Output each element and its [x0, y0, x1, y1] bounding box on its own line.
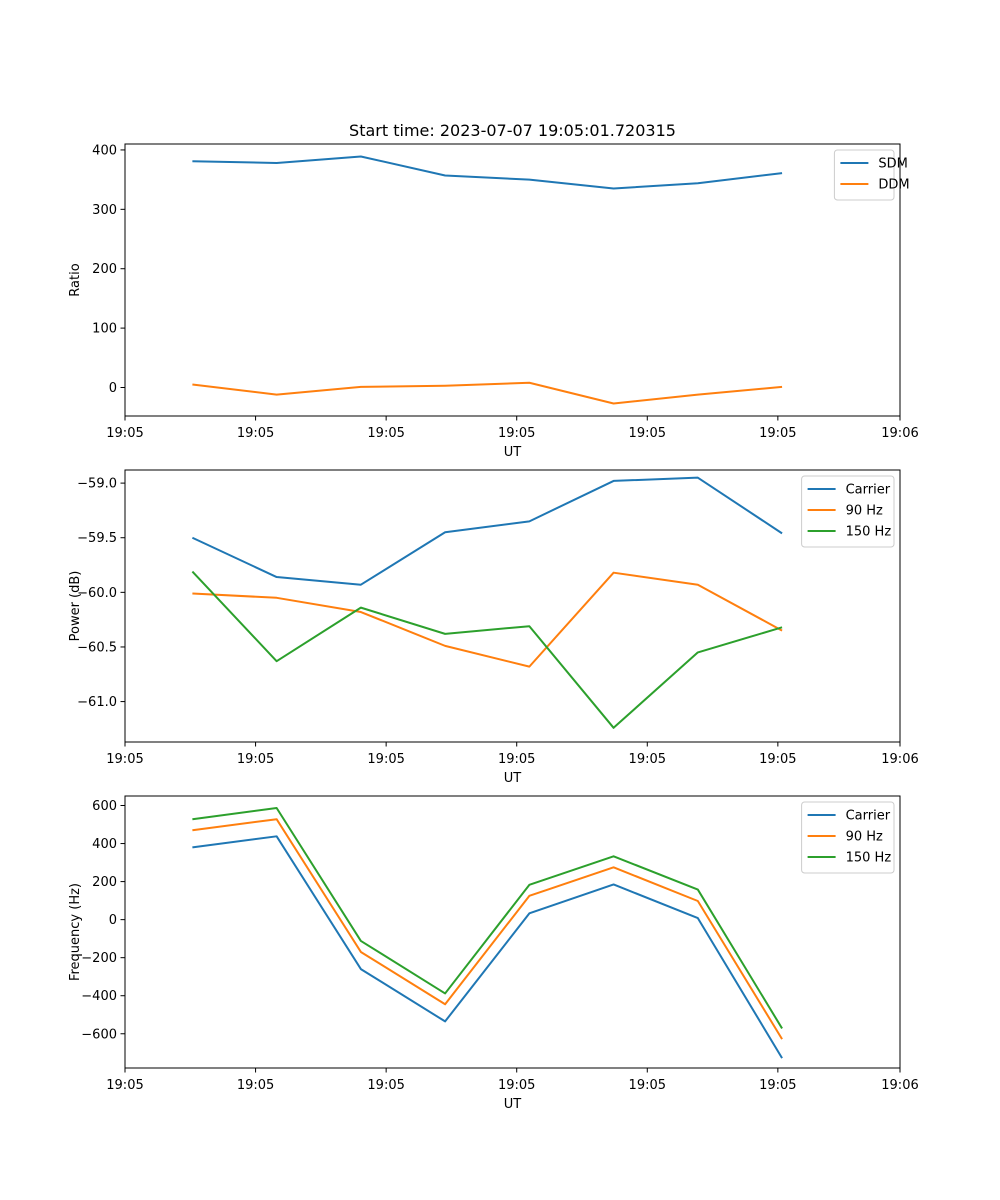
y-axis-label: Frequency (Hz) [68, 883, 83, 981]
axes-frame [124, 469, 901, 743]
x-tick-label: 19:05 [498, 1078, 535, 1093]
series-line-150-hz [191, 570, 783, 729]
y-axis-label: Ratio [68, 263, 83, 296]
x-tick-label: 19:05 [106, 752, 143, 767]
x-tick-label: 19:05 [759, 752, 796, 767]
y-tick-label: 400 [92, 143, 117, 158]
y-tick-label: 200 [92, 875, 117, 890]
y-axis-label: Power (dB) [68, 571, 83, 642]
legend-label: 90 Hz [846, 504, 883, 519]
y-tick-label: −600 [81, 1027, 117, 1042]
y-tick-label: 400 [92, 837, 117, 852]
axes-frame [124, 795, 901, 1069]
x-tick-label: 19:05 [759, 1078, 796, 1093]
series-line-90-hz [192, 818, 783, 1040]
legend-label: SDM [878, 157, 907, 172]
y-tick-label: −60.5 [77, 640, 117, 655]
x-tick-label: 19:05 [237, 426, 274, 441]
y-tick-label: 600 [92, 799, 117, 814]
series-line-ddm [192, 381, 783, 405]
y-tick-label: −60.0 [77, 586, 117, 601]
x-axis-label: UT [504, 1097, 522, 1112]
chart-title: Start time: 2023-07-07 19:05:01.720315 [349, 121, 676, 140]
series-line-150-hz [192, 806, 783, 1029]
legend: Carrier 90 Hz 150 Hz [801, 801, 895, 874]
legend-label: Carrier [846, 809, 891, 824]
chart-panel-2: −59.0 −59.5 −60.0 −60.5 −61.0 19:05 19:05 19:05… [68, 469, 919, 786]
y-tick-label: 100 [92, 322, 117, 337]
x-tick-label: 19:05 [629, 426, 666, 441]
legend-label: 90 Hz [846, 830, 883, 845]
x-tick-label: 19:05 [367, 1078, 404, 1093]
legend: Carrier 90 Hz 150 Hz [801, 475, 895, 548]
legend-label: Carrier [846, 483, 891, 498]
x-tick-label: 19:05 [759, 426, 796, 441]
legend-label: DDM [878, 178, 909, 193]
y-tick-label: −59.0 [77, 477, 117, 492]
x-tick-label: 19:05 [237, 1078, 274, 1093]
legend: SDM DDM [833, 149, 910, 201]
chart-panel-3: 600 400 200 0 −200 −400 −600 19:05 19:05 19:05 19:… [68, 795, 919, 1112]
y-tick-label: −61.0 [77, 695, 117, 710]
x-tick-label: 19:06 [881, 426, 918, 441]
x-tick-label: 19:05 [498, 426, 535, 441]
x-tick-label: 19:05 [237, 752, 274, 767]
y-tick-label: 300 [92, 203, 117, 218]
series-line-carrier [192, 835, 783, 1059]
x-tick-label: 19:05 [106, 1078, 143, 1093]
legend-box [801, 801, 895, 874]
x-tick-label: 19:05 [629, 1078, 666, 1093]
y-tick-label: 0 [109, 913, 117, 928]
x-axis-label: UT [504, 445, 522, 460]
legend-box [801, 475, 895, 548]
x-tick-label: 19:05 [498, 752, 535, 767]
legend-label: 150 Hz [846, 525, 892, 540]
y-tick-label: 0 [109, 381, 117, 396]
x-tick-label: 19:05 [367, 752, 404, 767]
series-line-carrier [191, 476, 783, 586]
y-tick-label: −400 [81, 989, 117, 1004]
legend-label: 150 Hz [846, 851, 892, 866]
x-tick-label: 19:05 [106, 426, 143, 441]
series-line-90-hz [192, 571, 783, 668]
x-tick-label: 19:05 [367, 426, 404, 441]
series-line-sdm [192, 155, 783, 190]
y-tick-label: −200 [81, 951, 117, 966]
x-tick-label: 19:05 [629, 752, 666, 767]
y-tick-label: −59.5 [77, 531, 117, 546]
x-tick-label: 19:06 [881, 752, 918, 767]
chart-panel-1: Start time: 2023-07-07 19:05:01.720315 0 1… [68, 121, 919, 460]
x-tick-label: 19:06 [881, 1078, 918, 1093]
y-tick-label: 200 [92, 262, 117, 277]
x-axis-label: UT [504, 771, 522, 786]
axes-frame [124, 143, 901, 417]
